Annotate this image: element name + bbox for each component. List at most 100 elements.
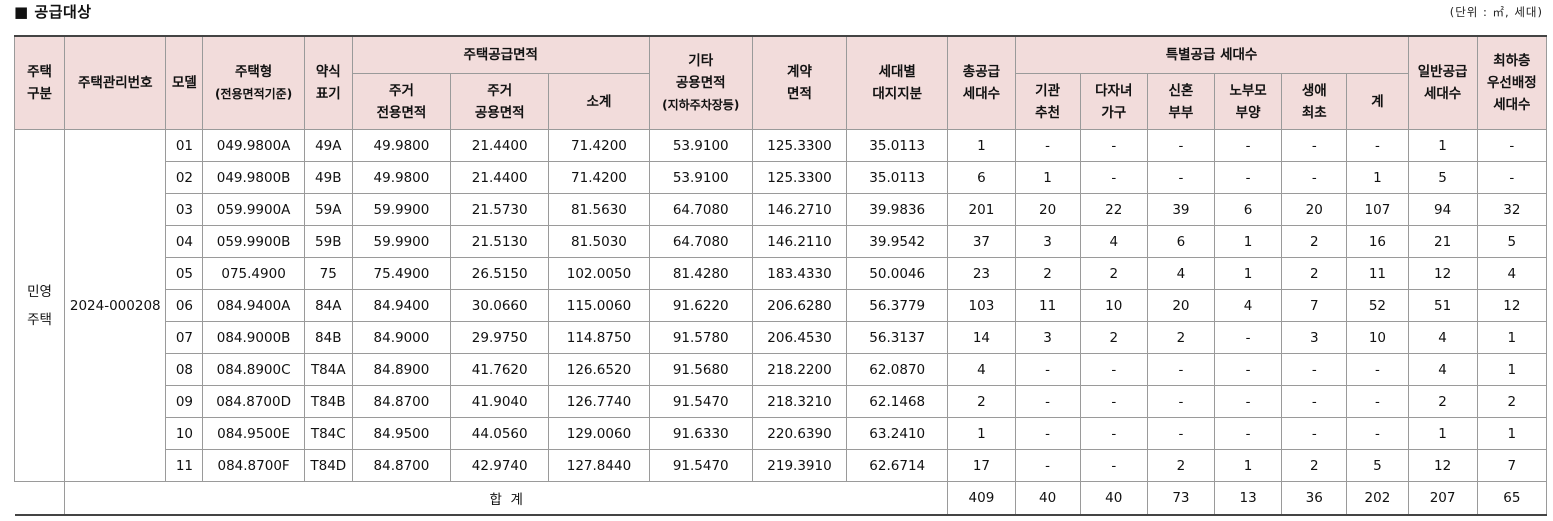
cell-multi: -: [1079, 161, 1148, 194]
cell-parent: 6: [1214, 193, 1283, 226]
cell-model: 10: [165, 417, 204, 450]
cell-first: 2: [1281, 257, 1348, 290]
cell-multi: -: [1079, 449, 1148, 482]
cell-abbr: 84A: [303, 289, 353, 322]
cell-common: 44.0560: [450, 417, 550, 450]
cell-excl: 49.9800: [351, 161, 452, 194]
cell-sp-total: -: [1346, 385, 1409, 418]
cell-excl: 75.4900: [351, 257, 452, 290]
cell-excl: 84.9400: [351, 289, 452, 322]
cell-newly: 39: [1146, 193, 1216, 226]
cell-sp-total: 5: [1346, 449, 1409, 482]
cell-inst: 11: [1014, 289, 1081, 322]
cell-lowest: 2: [1476, 385, 1548, 418]
cell-sp-total: 52: [1346, 289, 1409, 322]
header-subtotal: 소계: [548, 73, 650, 130]
cell-type: 084.9400A: [202, 289, 305, 322]
cell-subtotal: 71.4200: [548, 129, 650, 162]
cell-lowest: -: [1476, 161, 1548, 194]
header-lowest-floor: 최하층 우선배정 세대수: [1476, 35, 1548, 130]
table-row: 05 075.4900 75 75.4900 26.5150 102.0050 81.428…: [15, 257, 1548, 290]
cell-other: 53.9100: [648, 129, 753, 162]
cell-excl: 84.8900: [351, 353, 452, 386]
header-res-exclusive: 주거 전용면적: [351, 73, 452, 130]
cell-general: 1: [1407, 129, 1478, 162]
cell-other: 64.7080: [648, 193, 753, 226]
cell-first: -: [1281, 161, 1348, 194]
cell-other: 91.5780: [648, 321, 753, 354]
cell-common: 41.9040: [450, 385, 550, 418]
cell-total: 201: [947, 193, 1016, 226]
cell-parent: -: [1214, 161, 1283, 194]
cell-contract: 206.4530: [751, 321, 848, 354]
cell-common: 41.7620: [450, 353, 550, 386]
cell-first: 7: [1281, 289, 1348, 322]
cell-subtotal: 102.0050: [548, 257, 650, 290]
cell-sp-total: 16: [1346, 225, 1409, 258]
cell-land: 39.9542: [846, 225, 949, 258]
table-row: 06 084.9400A 84A 84.9400 30.0660 115.0060 91.6…: [15, 289, 1548, 322]
cell-type: 084.8700D: [202, 385, 305, 418]
cell-parent: 1: [1214, 257, 1283, 290]
header-house-type: 주택형 (전용면적기준): [202, 35, 305, 130]
cell-inst: 20: [1014, 193, 1081, 226]
cell-abbr: 49A: [303, 129, 353, 162]
cell-inst: -: [1014, 417, 1081, 450]
cell-other: 91.6330: [648, 417, 753, 450]
cell-lowest: -: [1476, 129, 1548, 162]
cell-type: 049.9800A: [202, 129, 305, 162]
cell-land: 35.0113: [846, 161, 949, 194]
cell-parent: -: [1214, 321, 1283, 354]
cell-subtotal: 126.7740: [548, 385, 650, 418]
cell-lowest: 1: [1476, 353, 1548, 386]
cell-newly: -: [1146, 129, 1216, 162]
cell-first: 20: [1281, 193, 1348, 226]
cell-general: 2: [1407, 385, 1478, 418]
cell-parent: 1: [1214, 225, 1283, 258]
header-multichild: 다자녀 가구: [1079, 73, 1148, 130]
cell-subtotal: 114.8750: [548, 321, 650, 354]
cell-contract: 218.2200: [751, 353, 848, 386]
cell-newly: -: [1146, 385, 1216, 418]
section-title: ■ 공급대상: [14, 3, 92, 21]
cell-model: 07: [165, 321, 204, 354]
cell-inst: -: [1014, 129, 1081, 162]
total-label: 합 계: [64, 481, 949, 516]
cell-contract: 125.3300: [751, 129, 848, 162]
total-blank-cell: [14, 481, 66, 515]
cell-multi: 4: [1079, 225, 1148, 258]
cell-excl: 84.8700: [351, 449, 452, 482]
cell-inst: 3: [1014, 321, 1081, 354]
cell-newly: 20: [1146, 289, 1216, 322]
cell-multi: -: [1079, 129, 1148, 162]
header-other-common: 기타 공용면적 (지하주차장등): [648, 35, 753, 130]
cell-excl: 84.8700: [351, 385, 452, 418]
cell-contract: 220.6390: [751, 417, 848, 450]
cell-sp-total: -: [1346, 417, 1409, 450]
cell-model: 05: [165, 257, 204, 290]
cell-model: 06: [165, 289, 204, 322]
table-row: 03 059.9900A 59A 59.9900 21.5730 81.5630 64.70…: [15, 193, 1548, 226]
cell-excl: 49.9800: [351, 129, 452, 162]
table-row: 09 084.8700D T84B 84.8700 41.9040 126.7740 91.…: [15, 385, 1548, 418]
cell-land: 56.3137: [846, 321, 949, 354]
cell-common: 21.4400: [450, 129, 550, 162]
cell-general: 1: [1407, 417, 1478, 450]
cell-newly: -: [1146, 353, 1216, 386]
cell-abbr: T84C: [303, 417, 353, 450]
supply-table: 주택 구분 주택관리번호 모델 주택형 (전용면적기준) 약식 표기 주택공급면적 기…: [13, 35, 1548, 516]
cell-total: 14: [947, 321, 1016, 354]
cell-land: 35.0113: [846, 129, 949, 162]
total-total: 409: [947, 481, 1016, 516]
table-body: 민영 주택 2024-000208 01 049.9800A 49A 49.9800 21.4…: [13, 129, 1548, 516]
cell-first: 3: [1281, 321, 1348, 354]
cell-other: 81.4280: [648, 257, 753, 290]
cell-total: 103: [947, 289, 1016, 322]
cell-abbr: 59B: [303, 225, 353, 258]
cell-common: 26.5150: [450, 257, 550, 290]
cell-other: 64.7080: [648, 225, 753, 258]
cell-inst: 1: [1014, 161, 1081, 194]
total-parent: 13: [1214, 481, 1283, 516]
header-general-supply: 일반공급 세대수: [1407, 35, 1478, 130]
cell-subtotal: 81.5630: [548, 193, 650, 226]
